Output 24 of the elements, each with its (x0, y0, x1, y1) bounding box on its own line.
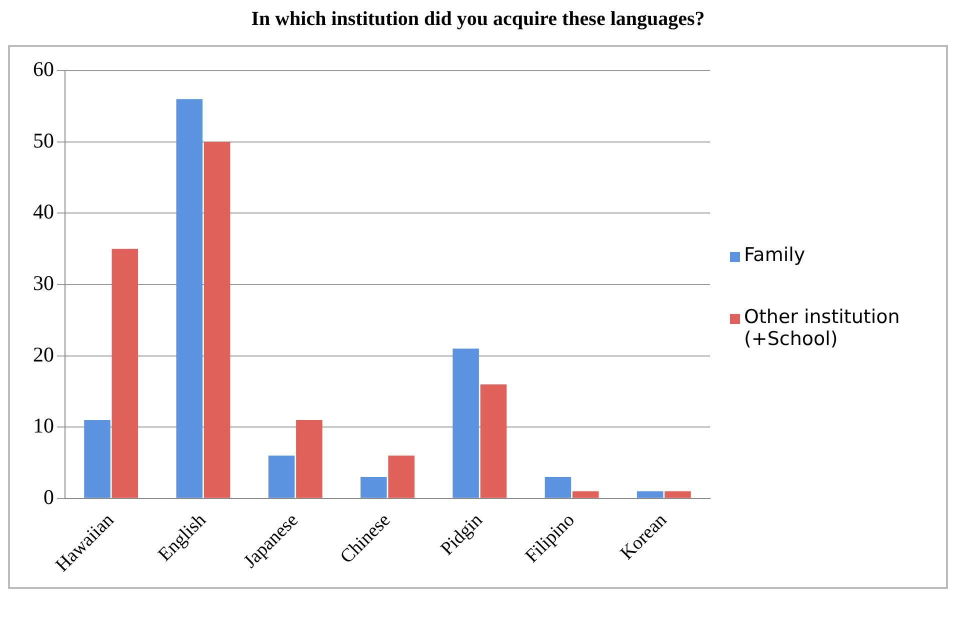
legend-label: Other institution (+School) (744, 306, 901, 350)
bar (572, 490, 599, 498)
chart-title: In which institution did you acquire these languages? (250, 8, 706, 31)
legend-label: Family (744, 244, 806, 266)
bar (84, 419, 110, 498)
y-tick-label: 30 (33, 270, 54, 295)
bar (268, 455, 295, 498)
bar (296, 419, 322, 498)
bar (204, 141, 230, 498)
bar (360, 476, 387, 498)
bar (544, 476, 572, 498)
bar (388, 455, 414, 498)
bar (636, 490, 664, 498)
bar (452, 348, 479, 498)
y-tick-label: 20 (33, 342, 54, 366)
y-tick-label: 40 (33, 199, 54, 224)
y-tick-label: 50 (33, 128, 54, 152)
bar (664, 490, 691, 498)
y-tick-label: 0 (44, 484, 54, 508)
y-tick-label: 60 (33, 56, 54, 81)
bar (112, 248, 138, 498)
bar (480, 384, 507, 498)
bar (176, 98, 203, 498)
y-tick-label: 10 (33, 413, 54, 438)
